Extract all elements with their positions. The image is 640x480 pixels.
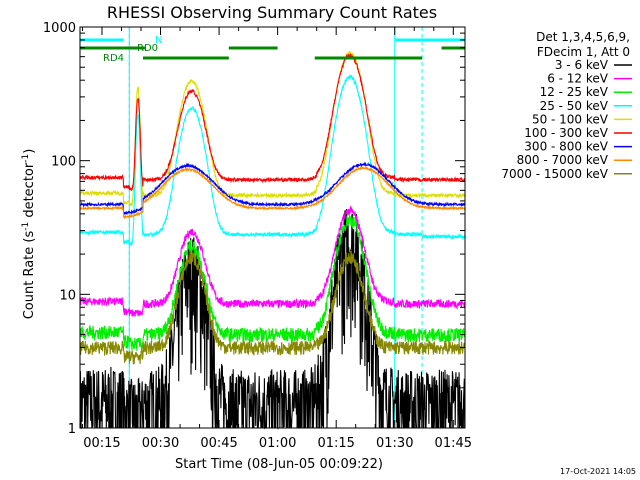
- x-tick-label: 01:00: [259, 436, 296, 451]
- y-axis: 1 10 100 1000: [43, 21, 465, 437]
- legend-entry-label: 50 - 100 keV: [532, 112, 609, 126]
- x-axis-label: Start Time (08-Jun-05 00:09:22): [175, 457, 383, 472]
- y-axis-label-end: ): [22, 149, 37, 154]
- x-tick-label: 00:30: [142, 436, 179, 451]
- legend-entry-label: 6 - 12 keV: [547, 72, 609, 86]
- timestamp: 17-Oct-2021 14:05: [560, 467, 636, 476]
- flag-label-N: N: [155, 35, 162, 46]
- x-tick-label: 01:15: [317, 436, 354, 451]
- chart-title: RHESSI Observing Summary Count Rates: [107, 3, 437, 22]
- legend-entry-label: 3 - 6 keV: [555, 58, 609, 72]
- y-tick-label: 1: [68, 422, 76, 437]
- y-axis-label-mid: detector: [22, 162, 37, 222]
- y-axis-label-sup2: -1: [21, 154, 31, 163]
- series-line-800-7000-keV: [79, 165, 466, 219]
- legend-header-line-1: Det 1,3,4,5,6,9,: [536, 30, 630, 44]
- x-tick-label: 01:30: [376, 436, 413, 451]
- y-axis-label-main: Count Rate (s: [22, 231, 37, 320]
- legend-entry-label: 800 - 7000 keV: [517, 153, 609, 167]
- y-axis-label: Count Rate (s-1 detector-1): [21, 149, 37, 320]
- legend-entry-label: 25 - 50 keV: [540, 99, 609, 113]
- legend: Det 1,3,4,5,6,9, FDecim 1, Att 0 3 - 6 k…: [501, 30, 632, 181]
- flag-label-RD0: RD0: [137, 43, 158, 54]
- y-tick-label: 10: [59, 288, 76, 303]
- legend-entry-label: 100 - 300 keV: [524, 126, 608, 140]
- legend-header-line-2: FDecim 1, Att 0: [537, 45, 630, 59]
- series-line-300-800-keV: [79, 161, 465, 215]
- y-tick-label: 100: [51, 155, 76, 170]
- legend-entry-label: 7000 - 15000 keV: [501, 167, 608, 181]
- plot-frame: [79, 26, 466, 429]
- series-line-6-12-keV: [79, 205, 466, 317]
- x-tick-label: 00:45: [200, 436, 237, 451]
- legend-entry-label: 300 - 800 keV: [524, 140, 608, 154]
- x-tick-label: 00:15: [83, 436, 120, 451]
- x-tick-label: 01:45: [435, 436, 472, 451]
- legend-entry-label: 12 - 25 keV: [540, 85, 609, 99]
- series-line-100-300-keV: [79, 53, 466, 192]
- x-axis: 00:15 00:30 00:45 01:00 01:15 01:30 01:45: [81, 27, 472, 451]
- y-tick-label: 1000: [43, 21, 76, 36]
- series-line-7000-15000-keV: [79, 250, 466, 365]
- series-line-12-25-keV: [79, 214, 466, 351]
- flag-label-RD4: RD4: [103, 53, 124, 64]
- y-axis-label-sup1: -1: [21, 222, 31, 231]
- series-line-25-50-keV: [79, 74, 466, 246]
